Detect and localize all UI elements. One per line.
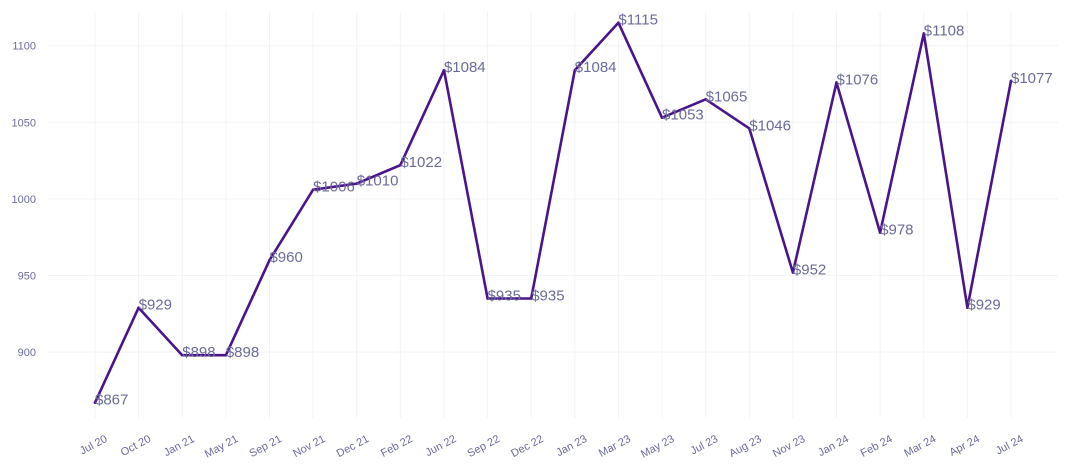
data-point [399, 163, 402, 167]
x-tick-label: Jan 23 [554, 433, 589, 459]
data-point [93, 401, 97, 404]
y-tick-label: 950 [18, 271, 36, 283]
data-label: $929 [967, 297, 1000, 314]
data-point [268, 258, 271, 262]
data-label: $978 [880, 222, 913, 239]
data-point [966, 306, 969, 309]
data-label: $1108 [924, 22, 965, 39]
x-tick-label: Aug 23 [727, 433, 763, 460]
data-label: $1076 [837, 71, 879, 88]
x-tick-label: Jun 22 [424, 433, 459, 459]
data-point [224, 353, 228, 357]
y-axis: 900 950 1000 1050 1100 [12, 41, 36, 359]
x-tick-label: Jul 24 [994, 433, 1026, 457]
data-label: $1053 [662, 107, 704, 124]
x-tick-label: May 23 [639, 433, 676, 461]
x-tick-label: Apr 24 [948, 433, 982, 459]
data-label: $898 [182, 344, 215, 361]
data-label: $1065 [706, 88, 748, 105]
x-tick-label: Jul 20 [78, 433, 110, 457]
x-tick-label: Feb 22 [379, 433, 415, 460]
x-tick-label: Sep 22 [466, 433, 502, 460]
data-point [311, 188, 315, 192]
data-label: $952 [793, 261, 826, 278]
x-tick-label: Jul 23 [689, 433, 721, 457]
y-tick-label: 900 [18, 347, 36, 359]
data-label: $1077 [1011, 70, 1053, 87]
x-tick-label: Jan 21 [162, 433, 197, 459]
data-point [791, 271, 795, 274]
data-point [835, 81, 838, 84]
x-tick-label: Dec 21 [335, 433, 371, 460]
data-point [137, 306, 140, 309]
y-tick-label: 1000 [12, 194, 36, 206]
data-label: $1046 [749, 117, 791, 134]
data-point [180, 353, 184, 357]
x-axis: Jul 20 Oct 20 Jan 21 May 21 Sep 21 Nov 21 Dec … [78, 433, 1026, 461]
x-tick-label: Dec 22 [509, 433, 545, 460]
data-point [1009, 79, 1013, 83]
y-tick-label: 1050 [12, 117, 36, 129]
data-point [355, 182, 359, 185]
data-label: $898 [226, 344, 259, 361]
data-point [486, 297, 489, 300]
x-tick-label: Sep 21 [247, 433, 283, 460]
data-point [704, 98, 707, 101]
x-tick-label: Oct 20 [119, 433, 153, 459]
x-tick-label: Feb 24 [859, 433, 895, 460]
x-tick-label: Jan 24 [816, 433, 851, 459]
x-tick-label: May 21 [203, 433, 240, 461]
x-tick-label: Nov 23 [771, 433, 807, 460]
x-tick-label: Nov 21 [291, 433, 327, 460]
x-tick-label: Mar 24 [902, 433, 938, 460]
data-label: $1084 [444, 59, 486, 76]
data-point [529, 297, 533, 300]
data-point [660, 116, 664, 120]
data-point [922, 32, 926, 35]
data-point [573, 68, 577, 72]
chart-grid [48, 12, 1058, 418]
data-label: $1022 [400, 154, 442, 171]
data-label: $960 [269, 249, 302, 266]
y-tick-label: 1100 [12, 41, 36, 53]
data-point [442, 68, 446, 72]
data-point [747, 127, 751, 130]
data-label: $1115 [618, 12, 658, 29]
data-label: $1084 [575, 59, 617, 76]
x-tick-label: Mar 23 [597, 433, 633, 460]
data-label: $867 [95, 392, 128, 409]
data-label: $935 [531, 287, 564, 304]
series-price [93, 21, 1013, 405]
series-line [93, 21, 1013, 405]
data-labels: $867 $929 $898 $898 $960 $1006 $1010$1022 $1084… [95, 12, 1053, 409]
data-label: $1010 [357, 173, 399, 190]
data-point [617, 21, 620, 25]
data-label: $929 [139, 297, 172, 314]
data-point [878, 231, 882, 234]
data-label: $1006 [313, 179, 355, 196]
data-label: $935 [488, 287, 521, 304]
